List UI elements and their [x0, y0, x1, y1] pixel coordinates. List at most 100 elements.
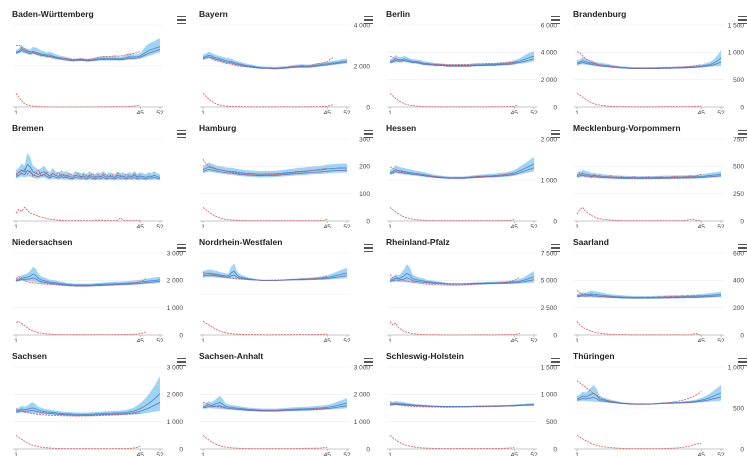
y-tick-label: 1 000	[167, 419, 184, 426]
y-tick-label: 2 000	[541, 77, 558, 84]
y-tick-label: 0	[366, 104, 370, 111]
hamburger-menu-bar	[177, 250, 186, 252]
hamburger-menu-bar	[738, 16, 747, 18]
median-line	[15, 401, 161, 416]
hamburger-menu-icon[interactable]	[364, 358, 373, 366]
hamburger-menu-icon[interactable]	[177, 16, 186, 24]
x-tick-label: 45	[698, 224, 706, 228]
hamburger-menu-bar	[177, 19, 186, 21]
hamburger-menu-bar	[364, 16, 373, 18]
hamburger-menu-bar	[364, 358, 373, 360]
hamburger-menu-icon[interactable]	[551, 244, 560, 252]
x-tick-label: 45	[324, 224, 332, 228]
range-band	[203, 395, 347, 412]
x-tick-label: 52	[717, 338, 725, 342]
y-tick-label: 400	[733, 278, 744, 285]
chart-svg: 1 45 52 0 500 1 000	[574, 364, 744, 456]
x-tick-label: 1	[14, 452, 18, 456]
hamburger-menu-icon[interactable]	[364, 130, 373, 138]
y-tick-label: 250	[733, 191, 744, 198]
chart-title: Brandenburg	[573, 9, 627, 19]
current-year-line	[15, 168, 141, 179]
chart-title: Nordrhein-Westfalen	[199, 237, 283, 247]
y-tick-label: 500	[733, 405, 744, 412]
hamburger-menu-bar	[738, 361, 747, 363]
y-tick-label: 0	[553, 218, 557, 225]
y-tick-label: 200	[733, 305, 744, 312]
excess-line	[15, 206, 141, 221]
hamburger-menu-icon[interactable]	[738, 244, 747, 252]
x-tick-label: 45	[511, 110, 519, 114]
chart-panel: 1 45 52 0 2 000 4 000 6 000 Berlin	[374, 0, 561, 114]
hamburger-menu-bar	[738, 244, 747, 246]
x-tick-label: 45	[698, 338, 706, 342]
x-tick-label: 1	[201, 224, 205, 228]
median-line	[15, 170, 161, 180]
y-tick-label: 7 500	[541, 250, 558, 257]
current-year-line	[576, 380, 702, 405]
hamburger-menu-icon[interactable]	[738, 358, 747, 366]
current-year-line	[202, 158, 328, 176]
median-line	[576, 61, 722, 69]
y-tick-label: 0	[553, 104, 557, 111]
y-tick-label: 0	[366, 446, 370, 453]
hamburger-menu-icon[interactable]	[738, 130, 747, 138]
x-tick-label: 45	[324, 110, 332, 114]
median-line	[202, 405, 348, 412]
hamburger-menu-bar	[551, 133, 560, 135]
hamburger-menu-bar	[177, 361, 186, 363]
median-line	[202, 274, 348, 281]
median-line	[389, 403, 535, 408]
mean-line	[15, 273, 161, 286]
y-tick-label: 500	[733, 164, 744, 171]
chart-panel: 1 45 52 0 1 000 2 000 Hessen	[374, 114, 561, 228]
hamburger-menu-icon[interactable]	[364, 244, 373, 252]
excess-line	[576, 435, 702, 450]
hamburger-menu-icon[interactable]	[177, 244, 186, 252]
range-band	[390, 157, 534, 179]
median-line	[15, 49, 161, 62]
hamburger-menu-bar	[177, 358, 186, 360]
hamburger-menu-icon[interactable]	[738, 16, 747, 24]
chart-panel: 1 45 52 0 2 500 5 000 7 500 Rheinland-Pfalz	[374, 228, 561, 342]
median-line	[15, 277, 161, 287]
x-tick-label: 45	[137, 338, 145, 342]
excess-line	[202, 321, 328, 336]
current-year-line	[15, 44, 141, 60]
chart-panel: 1 45 52 0 100 200 300 Hamburg	[187, 114, 374, 228]
current-year-line	[15, 275, 147, 287]
y-tick-label: 600	[733, 250, 744, 257]
hamburger-menu-icon[interactable]	[551, 16, 560, 24]
x-tick-label: 52	[530, 452, 538, 456]
y-tick-label: 2 000	[354, 392, 371, 399]
y-tick-label: 500	[733, 77, 744, 84]
x-tick-label: 52	[156, 224, 164, 228]
chart-panel: 1 45 52 Baden-Württemberg	[0, 0, 187, 114]
x-tick-label: 52	[343, 452, 351, 456]
chart-svg: 1 45 52 0 1 000 2 000 3 000	[13, 250, 183, 342]
hamburger-menu-icon[interactable]	[551, 130, 560, 138]
hamburger-menu-bar	[177, 244, 186, 246]
median-line	[202, 56, 348, 70]
hamburger-menu-icon[interactable]	[364, 16, 373, 24]
hamburger-menu-icon[interactable]	[177, 130, 186, 138]
chart-panel: 1 45 52 0 200 400 600 Saarland	[561, 228, 748, 342]
chart-panel: 1 45 52 0 1 000 2 000 3 000 Sachsen-Anhalt	[187, 342, 374, 456]
chart-svg: 1 45 52	[13, 138, 164, 228]
excess-line	[389, 321, 520, 336]
chart-title: Sachsen-Anhalt	[199, 351, 264, 361]
hamburger-menu-bar	[551, 130, 560, 132]
hamburger-menu-bar	[364, 130, 373, 132]
current-year-line	[389, 401, 515, 408]
x-tick-label: 52	[343, 338, 351, 342]
x-tick-label: 45	[324, 338, 332, 342]
chart-svg: 1 45 52 0 500 1 000 1 500	[387, 364, 557, 456]
range-band	[16, 266, 160, 287]
hamburger-menu-bar	[364, 250, 373, 252]
hamburger-menu-icon[interactable]	[177, 358, 186, 366]
hamburger-menu-bar	[177, 16, 186, 18]
mean-line	[15, 393, 161, 415]
chart-svg: 1 45 52 0 1 000 2 000	[387, 136, 557, 228]
hamburger-menu-icon[interactable]	[551, 358, 560, 366]
y-tick-label: 2 000	[354, 63, 371, 70]
